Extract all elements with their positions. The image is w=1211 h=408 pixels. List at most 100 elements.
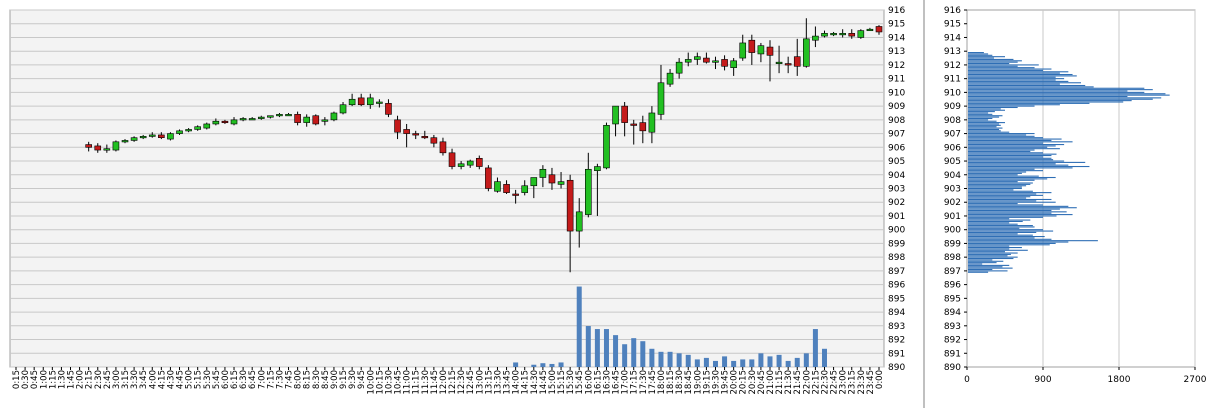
time-tick-label: 1:30 [57, 370, 67, 389]
candle [521, 180, 529, 196]
profile-bar [968, 108, 1001, 110]
candle [566, 174, 574, 273]
time-tick-label: 20:30 [748, 370, 758, 395]
profile-bar [968, 218, 1010, 220]
profile-bar [968, 57, 995, 59]
profile-bar [968, 186, 1022, 188]
time-tick-label: 8:00 [294, 370, 304, 389]
candle-body [239, 118, 247, 121]
profile-y-tick-label: 910 [944, 88, 961, 98]
volume-bar [758, 353, 764, 367]
time-tick-label: 9:45 [357, 370, 367, 389]
time-tick-label: 6:15 [230, 370, 240, 389]
profile-bar [968, 98, 1153, 100]
candle [112, 140, 120, 152]
time-tick-label: 19:00 [693, 370, 703, 395]
candle-body [421, 136, 429, 139]
candle-body [185, 129, 192, 132]
profile-bar [968, 95, 1128, 98]
price-tick-label: 897 [888, 267, 905, 277]
profile-bar [968, 68, 1052, 70]
time-tick-label: 4:30 [166, 370, 176, 389]
profile-bar [968, 225, 1033, 227]
profile-bar [968, 127, 1003, 129]
profile-tick-label: 1800 [1108, 375, 1131, 385]
time-tick-label: 2:45 [103, 370, 113, 389]
time-tick-label: 6:00 [221, 370, 231, 389]
price-tick-label: 902 [888, 198, 905, 208]
candle-body [594, 166, 601, 171]
profile-bar [968, 159, 1054, 161]
candle [176, 129, 183, 135]
candle-body [557, 181, 565, 185]
profile-bar [968, 75, 1077, 77]
profile-y-tick-label: 908 [944, 116, 961, 126]
profile-bar [968, 165, 1090, 168]
volume-bar [749, 359, 755, 367]
profile-bar [968, 71, 1069, 73]
profile-bar [968, 263, 983, 265]
profile-y-tick-label: 911 [944, 75, 961, 85]
time-tick-label: 16:15 [593, 370, 603, 395]
candle-body [194, 126, 201, 130]
profile-bar [968, 113, 993, 115]
profile-bar [968, 150, 1031, 152]
profile-bar [968, 171, 1027, 173]
candle-body [439, 141, 447, 154]
profile-y-tick-label: 892 [944, 336, 961, 346]
time-tick-label: 2:00 [76, 370, 86, 389]
profile-y-tick-label: 904 [944, 171, 961, 181]
candle-body [639, 122, 647, 132]
price-tick-label: 912 [888, 61, 905, 71]
candle-body [512, 193, 519, 196]
candle-body [566, 179, 574, 232]
candle [557, 172, 565, 189]
candle [630, 119, 638, 145]
profile-bar [968, 260, 1004, 262]
volume-bar [731, 360, 737, 367]
candle-body [385, 103, 392, 115]
candle-body [276, 114, 283, 117]
candle [230, 117, 238, 126]
candle-body [839, 33, 846, 36]
profile-bar [968, 112, 989, 114]
profile-bar [968, 222, 1010, 224]
profile-y-tick-label: 894 [944, 308, 961, 318]
time-tick-label: 13:15 [484, 370, 494, 395]
candle-body [684, 59, 692, 63]
profile-bar [968, 137, 1043, 139]
candle-body [812, 35, 819, 41]
candle-body [603, 125, 610, 169]
candle-body [285, 114, 292, 117]
candle [130, 136, 138, 142]
profile-bar [968, 157, 1052, 159]
profile-bar [968, 252, 1018, 254]
candle-body [666, 72, 674, 85]
profile-bar [968, 248, 1010, 250]
candle [257, 115, 265, 120]
volume-bar [794, 357, 800, 367]
time-tick-label: 0:45 [30, 370, 40, 389]
candle-body [339, 104, 347, 114]
profile-bar [968, 126, 997, 128]
candle-body [348, 98, 356, 106]
price-y-axis: 890 891 892 893 894 895 896 897 898 899 900 901 902 9… [888, 6, 905, 373]
profile-bar [968, 152, 1043, 154]
candle [457, 161, 465, 170]
candle [221, 119, 229, 124]
price-tick-label: 894 [888, 308, 905, 318]
volume-bar [740, 359, 746, 367]
profile-bar [968, 90, 1128, 92]
profile-bar [968, 65, 1018, 67]
profile-bar [968, 87, 1145, 89]
profile-bar [968, 227, 1020, 229]
candle-body [430, 137, 438, 144]
candle-body [466, 160, 474, 166]
candle [694, 52, 701, 65]
time-tick-label: 0:15 [12, 370, 22, 389]
profile-bar [968, 237, 1035, 239]
candle [485, 165, 492, 192]
candle [394, 115, 401, 140]
candle-body [139, 136, 147, 139]
profile-bar [968, 208, 1060, 210]
